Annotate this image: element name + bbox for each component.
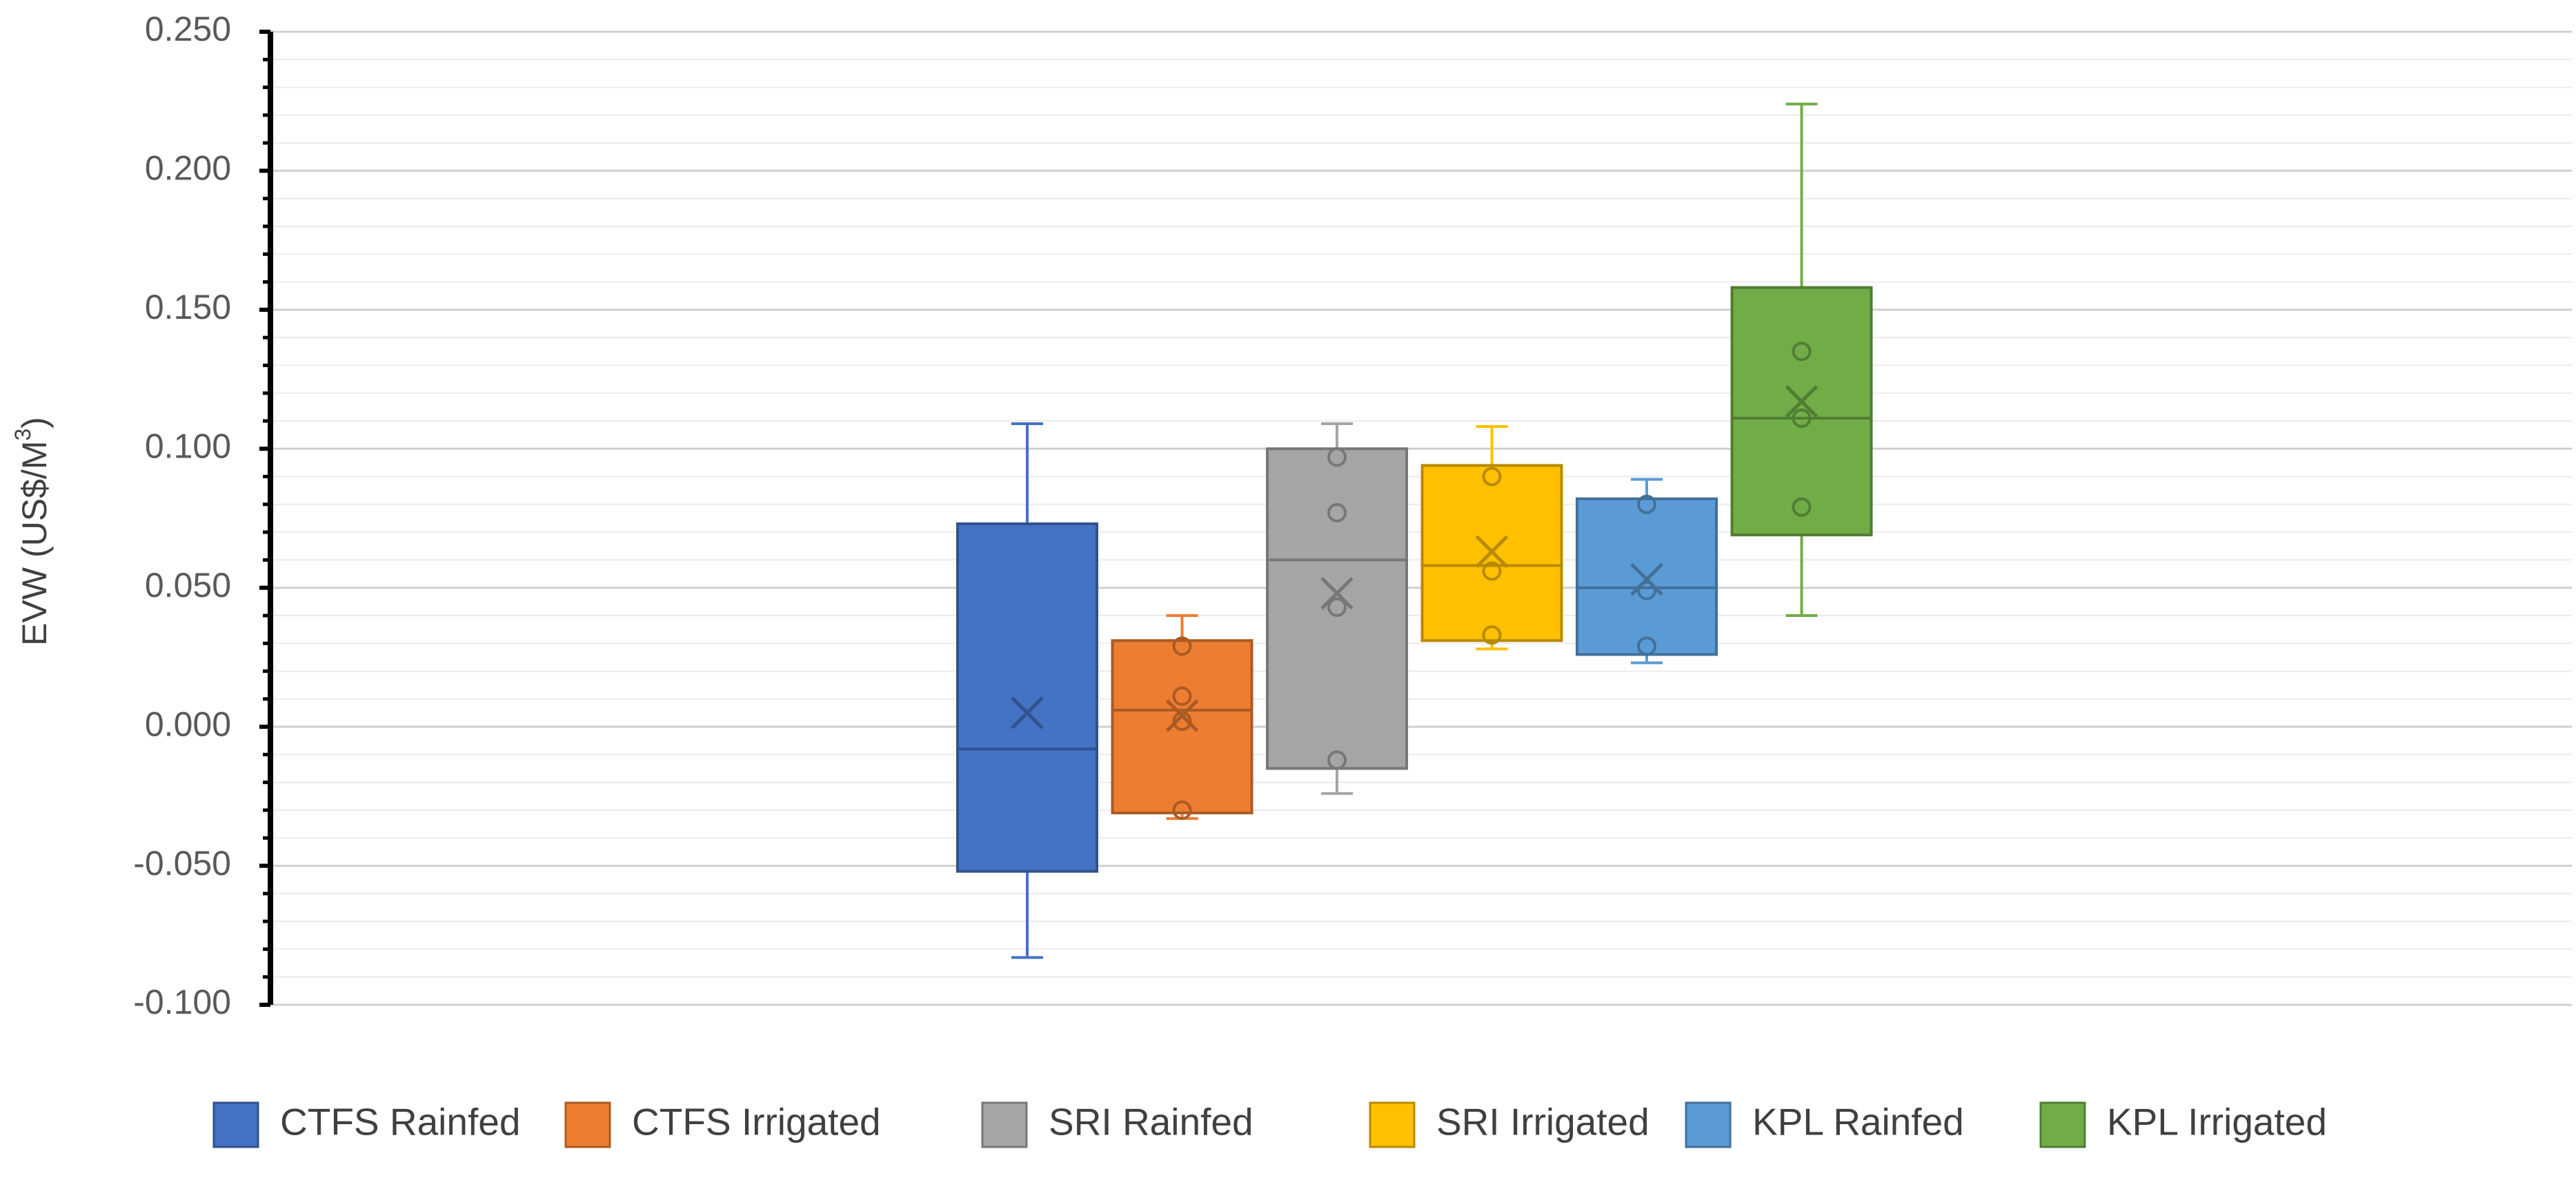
data-point — [1637, 580, 1656, 600]
y-tick-label: -0.050 — [133, 844, 231, 883]
legend-label: KPL Irrigated — [2107, 1101, 2327, 1143]
y-tick-label: 0.050 — [145, 566, 231, 605]
box-iqr — [1266, 447, 1408, 770]
data-point — [1637, 636, 1656, 656]
y-axis: -0.100 -0.050 0.000 0.050 0.100 0.150 0.200 0.2… — [133, 10, 273, 1021]
mean-marker — [1630, 562, 1663, 596]
data-point — [1792, 497, 1812, 517]
y-tick-label: 0.150 — [145, 288, 231, 326]
y-axis-title-text: EVW (US$/M — [15, 441, 54, 646]
legend-label: CTFS Irrigated — [632, 1101, 881, 1143]
legend-swatch — [1369, 1101, 1416, 1148]
box-series — [1730, 102, 1873, 617]
mean-marker — [1165, 699, 1199, 732]
y-axis-title-superscript: 3 — [10, 429, 35, 441]
box-series — [1266, 422, 1408, 795]
box-iqr — [1111, 639, 1254, 815]
box-series — [1111, 614, 1254, 821]
data-point — [1637, 494, 1656, 514]
box-iqr — [1576, 497, 1718, 656]
legend-label: CTFS Rainfed — [280, 1101, 520, 1143]
data-point — [1172, 801, 1192, 820]
box-series — [956, 422, 1098, 959]
legend-label: SRI Irrigated — [1436, 1101, 1649, 1143]
data-point — [1482, 467, 1502, 487]
data-point — [1327, 750, 1347, 770]
y-axis-title-suffix: ) — [15, 417, 54, 429]
gridlines — [270, 30, 2572, 1006]
data-point — [1172, 711, 1192, 731]
box-iqr — [956, 522, 1098, 873]
data-point — [1327, 597, 1347, 617]
y-tick-label: -0.100 — [133, 983, 231, 1021]
mean-marker — [1785, 385, 1819, 418]
data-point — [1792, 342, 1812, 362]
data-point — [1172, 636, 1192, 656]
legend-label: KPL Rainfed — [1752, 1101, 1964, 1143]
box-series-group — [956, 102, 1873, 959]
y-tick-label: 0.200 — [145, 149, 231, 188]
data-point — [1327, 447, 1347, 467]
legend-swatch — [212, 1101, 259, 1148]
data-point — [1172, 686, 1192, 706]
legend-swatch — [1685, 1101, 1732, 1148]
legend-swatch — [981, 1101, 1028, 1148]
legend-swatch — [2039, 1101, 2086, 1148]
y-axis-title: EVW (US$/M3) — [10, 417, 54, 646]
box-series — [1576, 478, 1718, 665]
data-point — [1482, 625, 1502, 645]
legend-label: SRI Rainfed — [1049, 1101, 1254, 1143]
mean-marker — [1475, 535, 1509, 569]
y-tick-label: 0.250 — [145, 10, 231, 48]
data-point — [1792, 408, 1812, 428]
box-series — [1420, 425, 1563, 651]
mean-marker — [1011, 696, 1044, 729]
data-point — [1482, 561, 1502, 581]
y-tick-label: 0.000 — [145, 705, 231, 743]
y-tick-label: 0.100 — [145, 426, 231, 465]
data-point — [1327, 502, 1347, 522]
legend-swatch — [564, 1101, 611, 1148]
legend: CTFS Rainfed CTFS Irrigated SRI Rainfed SRI… — [212, 1101, 2327, 1148]
mean-marker — [1320, 577, 1354, 610]
